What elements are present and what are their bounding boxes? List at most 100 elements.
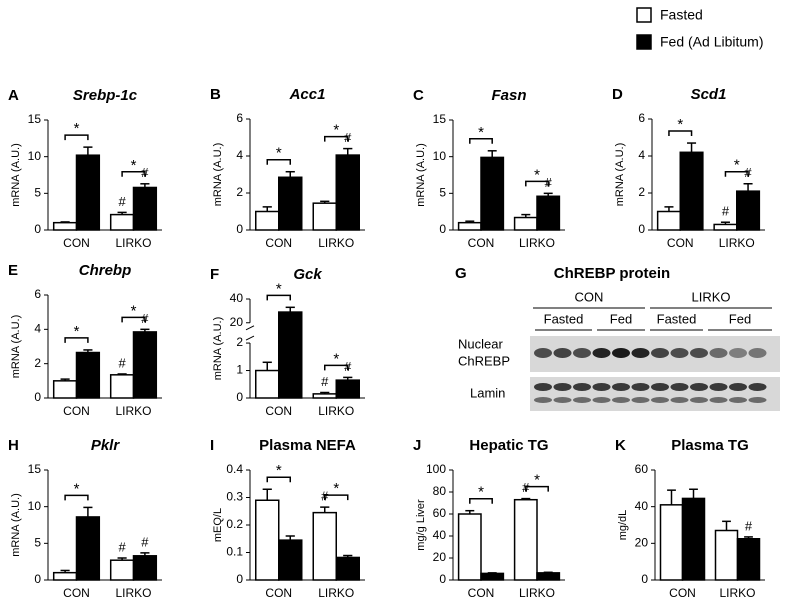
- y-tick-label: 20: [433, 550, 447, 564]
- blot-group: LIRKO: [691, 289, 730, 304]
- y-tick-label: 0: [34, 222, 41, 236]
- bar: [457, 513, 482, 581]
- significance-mark: *: [131, 157, 137, 174]
- y-tick-label: 0: [34, 390, 41, 404]
- bar: [312, 393, 337, 399]
- y-tick-label: 2: [638, 185, 645, 199]
- bar: [536, 572, 561, 581]
- significance-mark: #: [141, 165, 149, 180]
- bar: [681, 497, 706, 581]
- x-tick-label: LIRKO: [115, 586, 151, 600]
- bar: [132, 555, 158, 581]
- x-tick-label: LIRKO: [719, 586, 755, 600]
- bar: [736, 190, 761, 231]
- significance-bracket: [324, 494, 349, 501]
- bar: [255, 210, 280, 231]
- y-tick-label: 0: [236, 390, 243, 404]
- significance-mark: #: [344, 130, 352, 145]
- significance-bracket: [266, 476, 291, 483]
- bar: [513, 216, 538, 231]
- chart-title: Gck: [293, 266, 322, 283]
- legend-label: Fasted: [660, 7, 703, 23]
- blot-row-label: Lamin: [470, 385, 505, 400]
- chart-title: Scd1: [691, 86, 727, 103]
- blot-band: [592, 397, 611, 403]
- y-tick-label: 6: [236, 111, 243, 125]
- bar: [536, 195, 561, 231]
- y-axis-label: mRNA (A.U.): [10, 493, 22, 557]
- bar: [255, 499, 280, 581]
- x-tick-label: CON: [63, 404, 90, 418]
- x-tick-label: LIRKO: [318, 404, 354, 418]
- significance-bracket: [469, 138, 493, 144]
- blot-lane: Fed: [610, 311, 632, 326]
- bar: [278, 539, 303, 581]
- y-tick-label: 20: [635, 536, 649, 550]
- significance-mark: *: [534, 166, 540, 183]
- y-tick-label: 5: [34, 536, 41, 550]
- significance-mark: #: [344, 359, 352, 374]
- significance-mark: *: [534, 472, 540, 489]
- y-tick-label: 2: [34, 356, 41, 370]
- chart-title: Hepatic TG: [469, 437, 548, 454]
- x-tick-label: CON: [669, 586, 696, 600]
- x-tick-label: CON: [468, 586, 495, 600]
- panel-label: F: [210, 266, 219, 283]
- bar: [109, 559, 135, 581]
- bar: [480, 156, 505, 231]
- y-tick-label: 10: [28, 499, 42, 513]
- blot-band: [553, 383, 572, 391]
- chart-title: Pklr: [91, 437, 121, 454]
- significance-mark: #: [141, 311, 149, 326]
- x-tick-label: LIRKO: [115, 404, 151, 418]
- significance-mark: #: [118, 539, 126, 554]
- y-tick-label: 5: [439, 186, 446, 200]
- blot-title: ChREBP protein: [554, 265, 670, 282]
- bar: [109, 213, 135, 231]
- panel-label: B: [210, 86, 221, 103]
- significance-bracket: [121, 316, 146, 323]
- y-axis-label: mRNA (A.U.): [212, 143, 224, 207]
- blot-band: [631, 348, 650, 358]
- bar: [52, 571, 78, 581]
- y-axis-label: mg/dL: [617, 510, 629, 541]
- significance-mark: #: [141, 534, 149, 549]
- y-tick-label: 6: [638, 111, 645, 125]
- panel-label: C: [413, 87, 424, 104]
- chart-title: Fasn: [491, 87, 526, 104]
- bar: [736, 538, 761, 581]
- significance-mark: #: [545, 175, 553, 190]
- y-tick-label: 0: [439, 572, 446, 586]
- blot-band: [748, 348, 767, 358]
- significance-bracket: [64, 337, 89, 343]
- significance-mark: *: [276, 145, 282, 162]
- chart-title: Chrebp: [79, 262, 132, 279]
- x-tick-label: CON: [667, 236, 694, 250]
- x-tick-label: CON: [63, 236, 90, 250]
- y-tick-label: 4: [638, 148, 645, 162]
- blot-band: [553, 397, 572, 403]
- blot-band: [670, 348, 689, 358]
- y-tick-label: 60: [635, 462, 649, 476]
- significance-bracket: [266, 294, 291, 301]
- legend-swatch: [636, 7, 652, 23]
- panel-label: H: [8, 437, 19, 454]
- y-tick-label: 2: [236, 185, 243, 199]
- bar: [335, 556, 360, 581]
- significance-mark: *: [734, 157, 740, 174]
- chart-title: Plasma TG: [671, 437, 749, 454]
- y-axis-label: mg/g Liver: [415, 499, 427, 551]
- significance-mark: *: [74, 120, 80, 137]
- blot-band: [592, 348, 611, 358]
- significance-bracket: [324, 364, 349, 371]
- significance-bracket: [64, 134, 89, 141]
- significance-mark: #: [321, 374, 329, 389]
- chart-title: Srebp-1c: [73, 87, 138, 104]
- blot-band: [534, 348, 552, 358]
- significance-mark: #: [745, 518, 753, 533]
- blot-row-label: ChREBP: [458, 353, 510, 368]
- blot-group: CON: [575, 289, 604, 304]
- panel-label: A: [8, 87, 19, 104]
- bar: [278, 176, 303, 231]
